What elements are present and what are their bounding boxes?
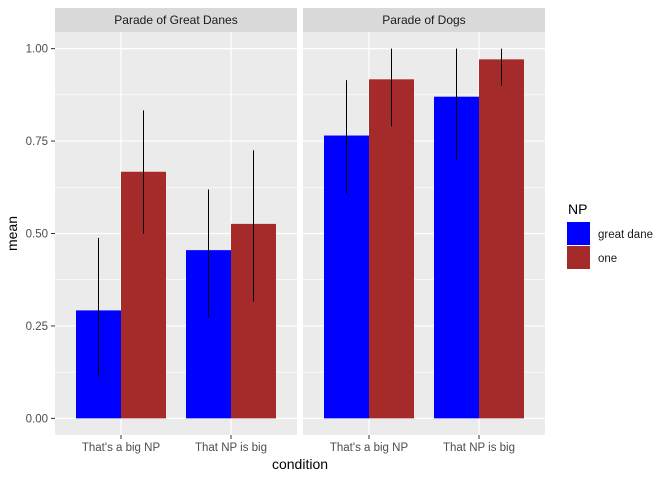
legend-label: one [598,253,617,265]
x-tick-label: That's a big NP [330,442,409,454]
legend-key-great-dane [567,222,590,245]
facet-title: Parade of Dogs [382,13,465,27]
facet-strip [303,8,545,32]
bar-one [369,79,414,419]
facet-title: Parade of Great Danes [114,13,237,27]
legend-label: great dane [598,229,653,241]
x-tick-label: That NP is big [443,442,515,454]
y-tick-label: 0.00 [26,413,48,425]
x-tick-label: That's a big NP [82,442,161,454]
x-tick-label: That NP is big [195,442,267,454]
y-axis-title: mean [4,216,20,251]
legend-key-one [567,246,590,269]
legend-title: NP [568,201,587,217]
y-tick-label: 0.25 [26,321,48,333]
x-axis-title: condition [272,456,328,472]
y-tick-label: 0.50 [26,229,48,241]
facet-strip [55,8,297,32]
bar-one [479,59,524,419]
y-tick-label: 1.00 [26,44,48,56]
y-tick-label: 0.75 [26,136,48,148]
